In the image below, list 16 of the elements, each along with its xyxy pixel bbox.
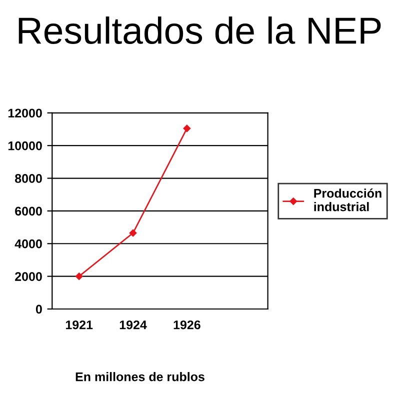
y-tick-label: 12000 [8,108,42,118]
y-tick-label: 4000 [14,239,42,248]
y-tick-label: 6000 [15,206,42,216]
x-tick-label: 1921 [66,320,93,330]
text: En millones de rublos [76,372,204,382]
y-tick-label: 2000 [15,272,42,281]
legend-label: Producción industrial [314,188,382,212]
point [129,229,137,237]
y-tick-label: 0 [36,304,42,314]
point [183,124,191,132]
y-tick-label: 10000 [8,141,42,150]
point [75,272,83,280]
y-tick-label: 8000 [15,174,42,183]
x-tick-label: 1926 [174,320,200,330]
x-tick-label: 1924 [120,320,147,330]
chart-title: Resultados de la NEP [18,16,381,44]
